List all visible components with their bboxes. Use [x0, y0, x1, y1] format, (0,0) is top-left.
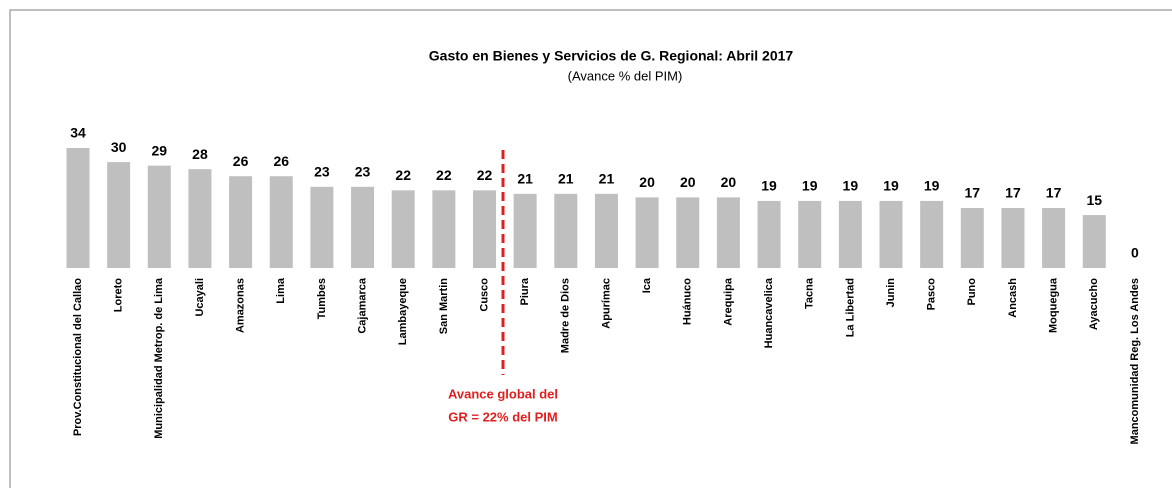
data-label: 22: [477, 167, 493, 183]
x-tick-label: Madre de Dios: [560, 278, 572, 353]
bar: [594, 193, 618, 268]
x-tick-label: La Libertad: [844, 278, 856, 337]
bar: [351, 186, 375, 268]
x-tick-label: Ayacucho: [1088, 278, 1100, 330]
bar: [513, 193, 537, 268]
data-label: 21: [517, 171, 533, 187]
data-label: 19: [802, 178, 818, 194]
x-tick-label: Apurímac: [600, 278, 612, 329]
data-label: 20: [639, 174, 655, 190]
annotation: Avance global del: [448, 386, 558, 401]
data-label: 23: [314, 164, 330, 180]
x-tick-label: Huánuco: [682, 278, 694, 325]
x-tick-label: Lambayeque: [397, 278, 409, 345]
bar: [66, 147, 90, 268]
bar: [229, 176, 253, 268]
bar: [716, 197, 740, 268]
data-label: 34: [70, 125, 86, 141]
bar: [391, 190, 415, 268]
x-tick-label: Junin: [885, 278, 897, 308]
bar: [269, 176, 293, 268]
data-label: 17: [965, 185, 981, 201]
bar: [838, 200, 862, 268]
data-label: 26: [273, 153, 289, 169]
data-label: 30: [111, 139, 127, 155]
annotation: GR = 22% del PIM: [448, 409, 557, 424]
x-tick-label: Moquegua: [1048, 277, 1060, 333]
bar: [1001, 207, 1025, 268]
x-tick-label: Loreto: [113, 278, 125, 313]
x-tick-label: Piura: [519, 277, 531, 305]
data-label: 20: [721, 174, 737, 190]
data-label: 26: [233, 153, 249, 169]
bar: [554, 193, 578, 268]
x-tick-label: Ica: [641, 277, 653, 293]
x-tick-label: Municipalidad Metrop. de Lima: [153, 277, 165, 439]
data-label: 0: [1131, 245, 1139, 261]
bar: [757, 200, 781, 268]
data-label: 19: [924, 178, 940, 194]
bar: [920, 200, 944, 268]
x-tick-label: Prov.Constitucional del Callao: [72, 278, 84, 436]
x-tick-label: Ucayali: [194, 278, 206, 317]
bar: [676, 197, 700, 268]
bar: [188, 169, 212, 268]
data-label: 22: [436, 167, 452, 183]
data-label: 15: [1086, 192, 1102, 208]
x-tick-label: Huancavelica: [763, 277, 775, 348]
data-label: 19: [761, 178, 777, 194]
data-label: 29: [152, 142, 168, 158]
x-tick-label: Mancomunidad Reg. Los Andes: [1129, 278, 1141, 444]
chart-subtitle: (Avance % del PIM): [568, 68, 683, 83]
data-label: 20: [680, 174, 696, 190]
data-label: 21: [599, 171, 615, 187]
x-tick-label: Amazonas: [235, 278, 247, 333]
bar: [432, 190, 456, 268]
x-tick-label: Tumbes: [316, 278, 328, 319]
data-label: 28: [192, 146, 208, 162]
bar: [960, 207, 984, 268]
chart-title: Gasto en Bienes y Servicios de G. Region…: [429, 48, 794, 64]
data-label: 17: [1046, 185, 1062, 201]
bar: [310, 186, 334, 268]
bar: [1082, 215, 1106, 268]
data-label: 23: [355, 164, 371, 180]
x-tick-label: San Martin: [438, 278, 450, 335]
x-tick-label: Cusco: [478, 278, 490, 312]
bar: [1042, 207, 1066, 268]
bar: [879, 200, 903, 268]
bar: [147, 165, 171, 268]
x-tick-label: Lima: [275, 277, 287, 304]
data-label: 17: [1005, 185, 1021, 201]
bar: [798, 200, 822, 268]
x-tick-label: Tacna: [804, 277, 816, 309]
x-tick-label: Cajamarca: [356, 277, 368, 334]
bar: [107, 162, 131, 268]
data-label: 19: [843, 178, 859, 194]
bar: [473, 190, 496, 268]
data-label: 22: [395, 167, 411, 183]
data-label: 19: [883, 178, 899, 194]
chart-frame: [9, 9, 1172, 488]
x-tick-label: Pasco: [926, 278, 938, 311]
bar: [635, 197, 659, 268]
data-label: 21: [558, 171, 574, 187]
x-tick-label: Puno: [966, 278, 978, 306]
x-tick-label: Arequipa: [722, 277, 734, 326]
x-tick-label: Ancash: [1007, 278, 1019, 318]
